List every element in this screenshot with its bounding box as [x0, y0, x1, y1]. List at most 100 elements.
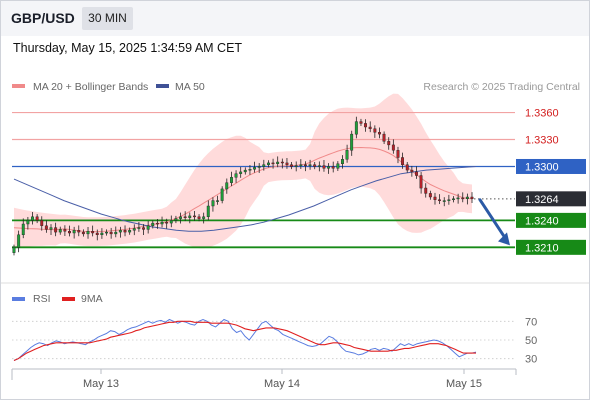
candle-body — [40, 220, 44, 226]
candle-body — [206, 205, 210, 218]
candle-body — [465, 196, 469, 199]
candle-body — [368, 126, 372, 129]
candle-body — [401, 157, 404, 165]
candle-body — [146, 225, 150, 230]
candle-body — [276, 161, 280, 164]
support-2-label: 1.3210 — [525, 242, 559, 254]
candle-body — [262, 164, 266, 167]
forecast-arrow-head — [498, 232, 510, 246]
candle-body — [229, 177, 233, 183]
resistance-1-label: 1.3360 — [525, 108, 559, 120]
candle-body — [155, 222, 159, 225]
candle-body — [26, 220, 30, 225]
candle-body — [387, 141, 391, 146]
ma50-legend-swatch — [156, 84, 169, 88]
rsi-panel: 70 50 30 — [12, 316, 537, 366]
candle-body — [123, 230, 127, 233]
candle-body — [299, 164, 303, 166]
price-levels — [12, 111, 515, 249]
candle-body — [220, 188, 224, 201]
candle-body — [456, 197, 460, 200]
candle-body — [225, 182, 229, 190]
bollinger-fill — [14, 93, 472, 249]
candle-body — [35, 216, 39, 221]
ma9-legend-swatch — [62, 297, 75, 301]
candle-body — [280, 161, 284, 164]
candle-body — [257, 166, 261, 168]
candle-body — [216, 200, 220, 202]
candle-body — [234, 173, 238, 178]
candle-body — [188, 215, 192, 218]
candle-body — [331, 166, 335, 169]
candle-body — [31, 216, 34, 221]
candle-body — [382, 133, 386, 142]
candle-body — [424, 187, 428, 194]
ma20-legend-swatch — [12, 84, 25, 88]
candle-body — [49, 227, 53, 230]
candle-body — [327, 166, 330, 169]
x-tick-label-1: May 14 — [264, 378, 300, 390]
candle-body — [243, 169, 247, 173]
candle-body — [415, 171, 418, 176]
candle-body — [442, 200, 446, 202]
candle-body — [461, 197, 465, 200]
candle-body — [364, 123, 367, 128]
candle-body — [118, 230, 122, 233]
candle-body — [447, 199, 451, 201]
candle-body — [137, 227, 141, 229]
candle-body — [211, 200, 215, 207]
source-label: Research © 2025 Trading Central — [423, 81, 580, 93]
rsi-ma9-line — [13, 320, 476, 362]
candle-body — [21, 223, 25, 236]
candle-body — [438, 199, 441, 201]
candle-body — [44, 225, 48, 230]
rsi-tick-70: 70 — [525, 316, 537, 328]
candle-body — [322, 165, 326, 169]
candle-body — [345, 150, 349, 160]
candle-body — [174, 218, 178, 221]
timeframe-button[interactable]: 30 MIN — [82, 7, 133, 30]
candle-body — [183, 216, 187, 219]
support-1-tag — [516, 212, 586, 228]
pivot-tag — [516, 158, 586, 174]
candle-body — [77, 230, 81, 233]
candles — [12, 116, 510, 256]
candle-body — [105, 231, 109, 234]
rsi-legend-swatch — [12, 297, 25, 301]
ma50-line — [13, 166, 477, 232]
candle-body — [197, 216, 201, 219]
candle-body — [109, 231, 113, 235]
candle-body — [378, 132, 381, 135]
candle-body — [428, 193, 432, 198]
candle-body — [63, 229, 67, 232]
candle-body — [354, 121, 358, 135]
pair-label: GBP/USD — [11, 10, 75, 26]
candle-body — [373, 128, 377, 133]
candle-body — [290, 164, 293, 167]
header-bar: GBP/USD 30 MIN — [0, 0, 590, 36]
candle-body — [419, 175, 423, 189]
candle-body — [169, 220, 173, 224]
rsi-tick-50: 50 — [525, 335, 537, 347]
candle-body — [67, 230, 71, 234]
last-price-tag — [516, 191, 586, 207]
candle-body — [202, 216, 206, 219]
candle-body — [410, 169, 414, 173]
rsi-line — [13, 318, 477, 361]
rsi-legend-label: RSI — [33, 293, 51, 305]
x-tick-label-2: May 15 — [446, 378, 482, 390]
support-2-tag — [516, 239, 586, 255]
candle-body — [132, 228, 136, 231]
candle-body — [81, 231, 85, 235]
candle-body — [452, 198, 455, 201]
bollinger-band — [14, 93, 472, 249]
candle-body — [72, 230, 76, 234]
candle-body — [470, 196, 474, 199]
candle-body — [54, 227, 58, 233]
candle-body — [271, 162, 275, 165]
candle-body — [192, 215, 196, 218]
candle-body — [350, 133, 354, 151]
candle-body — [91, 230, 95, 234]
ma9-legend-label: 9MA — [81, 293, 103, 305]
